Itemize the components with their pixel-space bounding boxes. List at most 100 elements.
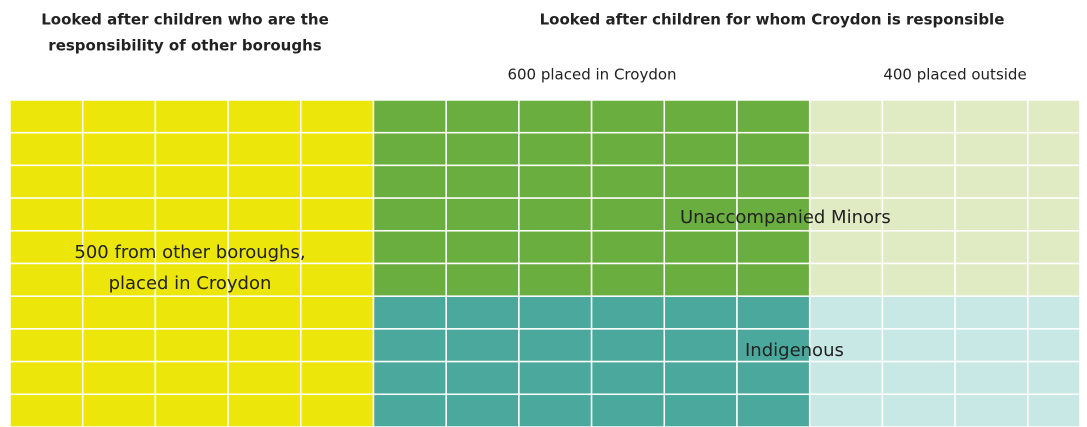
cell — [9, 360, 84, 396]
cell — [736, 197, 811, 232]
cell — [808, 99, 884, 134]
cell — [881, 360, 956, 396]
cell — [590, 197, 666, 232]
cell — [590, 393, 666, 427]
cell — [300, 99, 375, 134]
cell — [1027, 131, 1081, 167]
cell — [445, 230, 520, 265]
cell — [300, 295, 375, 330]
cell — [954, 393, 1029, 427]
cell — [663, 295, 738, 330]
cell — [9, 164, 84, 199]
cell — [9, 99, 84, 134]
cell — [300, 360, 375, 396]
cell — [300, 131, 375, 167]
cell — [808, 262, 884, 297]
cell — [954, 328, 1029, 363]
cell — [154, 360, 229, 396]
region-label: Unaccompanied Minors — [680, 207, 891, 228]
cell — [663, 164, 738, 199]
cell — [736, 262, 811, 297]
cell — [954, 197, 1029, 232]
cell — [808, 295, 884, 330]
cell — [1027, 99, 1081, 134]
cell — [227, 295, 302, 330]
region-label: placed in Croydon — [109, 273, 272, 294]
cell — [954, 131, 1029, 167]
heading: Looked after children for whom Croydon i… — [540, 11, 1005, 29]
cell — [663, 328, 738, 363]
region-label: 500 from other boroughs, — [74, 242, 305, 263]
cell — [372, 131, 447, 167]
cell — [881, 295, 956, 330]
cell — [954, 262, 1029, 297]
cell — [445, 328, 520, 363]
cell — [736, 393, 811, 427]
cell — [445, 360, 520, 396]
cell — [590, 131, 666, 167]
cell — [227, 360, 302, 396]
cell — [736, 230, 811, 265]
cell — [590, 360, 666, 396]
cell — [663, 131, 738, 167]
cell — [881, 131, 956, 167]
cell — [372, 360, 447, 396]
cell — [663, 262, 738, 297]
cell — [445, 164, 520, 199]
cell — [954, 164, 1029, 199]
cell — [590, 164, 666, 199]
cell — [736, 131, 811, 167]
cell — [518, 393, 593, 427]
cell — [663, 99, 738, 134]
subheading: 600 placed in Croydon — [507, 66, 676, 84]
cell — [300, 393, 375, 427]
cell — [518, 164, 593, 199]
cell — [881, 99, 956, 134]
cell — [808, 393, 884, 427]
cell — [372, 164, 447, 199]
cell — [227, 164, 302, 199]
cell — [808, 197, 884, 232]
cell — [372, 99, 447, 134]
cell — [9, 262, 84, 297]
cell — [518, 99, 593, 134]
cell — [372, 230, 447, 265]
cell — [9, 230, 84, 265]
cell — [808, 164, 884, 199]
cell — [881, 164, 956, 199]
cell — [518, 131, 593, 167]
cell — [881, 197, 956, 232]
cell — [154, 164, 229, 199]
cell — [663, 393, 738, 427]
region-label: Indigenous — [745, 340, 844, 361]
cell — [1027, 262, 1081, 297]
cell — [954, 295, 1029, 330]
cell — [881, 230, 956, 265]
cell — [808, 131, 884, 167]
cell — [445, 262, 520, 297]
cell — [154, 328, 229, 363]
cell — [154, 295, 229, 330]
cell — [881, 393, 956, 427]
cell — [154, 197, 229, 232]
cell — [81, 197, 157, 232]
cell — [9, 197, 84, 232]
cell — [445, 295, 520, 330]
cell — [227, 131, 302, 167]
cell — [154, 393, 229, 427]
subheading: 400 placed outside — [883, 66, 1026, 84]
cell — [518, 230, 593, 265]
cell — [81, 360, 157, 396]
cell — [736, 99, 811, 134]
cell — [227, 262, 302, 297]
cell — [227, 197, 302, 232]
cell — [300, 230, 375, 265]
cell — [590, 328, 666, 363]
cell — [590, 230, 666, 265]
cell — [81, 393, 157, 427]
cell — [1027, 295, 1081, 330]
cell — [1027, 328, 1081, 363]
cell — [9, 131, 84, 167]
cell — [881, 262, 956, 297]
cell — [954, 230, 1029, 265]
